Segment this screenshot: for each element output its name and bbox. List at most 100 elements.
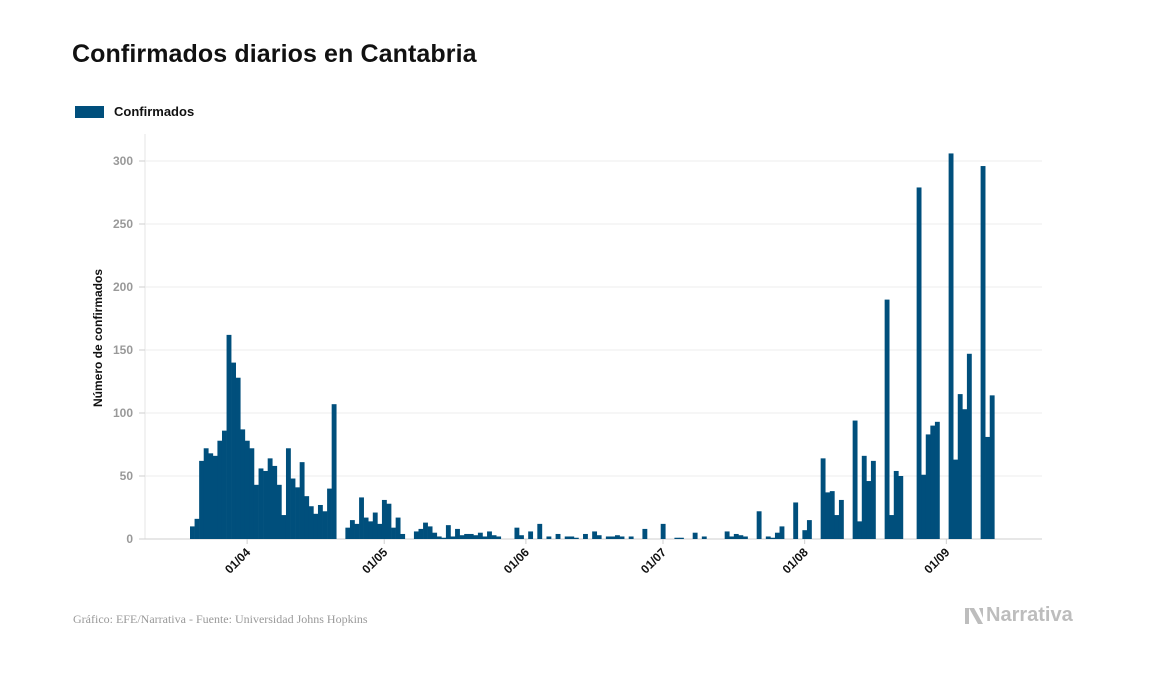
bar [345, 527, 351, 539]
bar [285, 448, 291, 539]
bar [989, 395, 995, 539]
legend-swatch [75, 105, 104, 118]
bar [866, 481, 872, 539]
bar [359, 497, 364, 539]
bar [660, 523, 666, 539]
bar [834, 515, 840, 539]
bar [391, 527, 396, 539]
bar [546, 536, 552, 539]
bar [610, 536, 616, 539]
bar [477, 532, 483, 539]
bar [852, 420, 858, 539]
bar [884, 299, 890, 539]
bar [203, 448, 209, 539]
bar [605, 536, 611, 539]
bar [423, 522, 428, 539]
bar [267, 458, 273, 539]
bar [893, 470, 899, 539]
bar [322, 511, 328, 539]
bar [381, 499, 387, 539]
bar [756, 511, 762, 539]
bar [377, 523, 383, 539]
x-tick-label: 01/09 [921, 545, 952, 576]
bar [898, 476, 904, 539]
bar [231, 362, 236, 539]
bar [212, 455, 218, 539]
bar [240, 429, 246, 539]
bar [674, 537, 680, 539]
bar [235, 377, 241, 539]
bar [934, 421, 940, 539]
x-tick-label: 01/04 [222, 545, 253, 576]
bar [962, 409, 968, 539]
y-tick-label: 0 [126, 532, 133, 546]
bar [770, 537, 776, 539]
bar [619, 536, 625, 539]
bar [445, 525, 451, 539]
bar [596, 535, 602, 539]
x-tick-label: 01/07 [638, 545, 669, 576]
bar [957, 394, 963, 539]
bar [276, 484, 282, 539]
bar [400, 533, 406, 539]
bar [308, 506, 314, 539]
bar [313, 513, 319, 539]
bar [349, 520, 355, 539]
bar [985, 436, 991, 539]
bar [916, 187, 922, 539]
bar [980, 166, 986, 540]
bar [295, 487, 300, 539]
bar [948, 153, 954, 539]
bar [628, 536, 634, 539]
bar [537, 523, 543, 539]
bar [464, 533, 470, 539]
bar [729, 536, 735, 539]
bar [793, 502, 799, 539]
y-tick-label: 50 [120, 469, 134, 483]
bar [290, 478, 296, 539]
bar [221, 430, 227, 539]
bar [272, 465, 278, 539]
bar [806, 520, 812, 539]
bar [569, 536, 575, 539]
bar [857, 521, 863, 539]
brand-name: Narrativa [986, 604, 1073, 626]
bar [327, 488, 332, 539]
bar [253, 484, 259, 539]
bar [966, 353, 972, 539]
bar [331, 404, 337, 539]
bar [820, 458, 826, 539]
bar [829, 491, 835, 539]
x-tick-label: 01/06 [501, 545, 532, 576]
bar [317, 504, 323, 539]
bar [765, 536, 771, 539]
bar [304, 496, 310, 539]
bar [514, 527, 520, 539]
bar [190, 526, 195, 539]
chart-title: Confirmados diarios en Cantabria [72, 40, 477, 68]
bar [455, 528, 460, 539]
source-note: Gráfico: EFE/Narrativa - Fuente: Univers… [73, 612, 368, 626]
bar [368, 521, 374, 539]
bar [861, 455, 867, 539]
y-tick-label: 200 [113, 280, 133, 294]
bar [217, 440, 223, 539]
bar [573, 537, 579, 539]
bar [825, 492, 831, 539]
bar [779, 526, 785, 539]
bar [724, 531, 730, 539]
bar [354, 523, 360, 539]
bar [930, 425, 936, 539]
bar [386, 503, 392, 539]
bar [244, 440, 250, 539]
bar [889, 515, 895, 539]
bar [921, 474, 927, 539]
bar [592, 531, 598, 539]
bar [436, 536, 442, 539]
brand-logo: Narrativa [964, 604, 1073, 627]
legend-label: Confirmados [114, 104, 195, 119]
bar [299, 462, 305, 539]
bar [496, 536, 502, 539]
bar [564, 536, 570, 539]
bar [838, 499, 844, 539]
